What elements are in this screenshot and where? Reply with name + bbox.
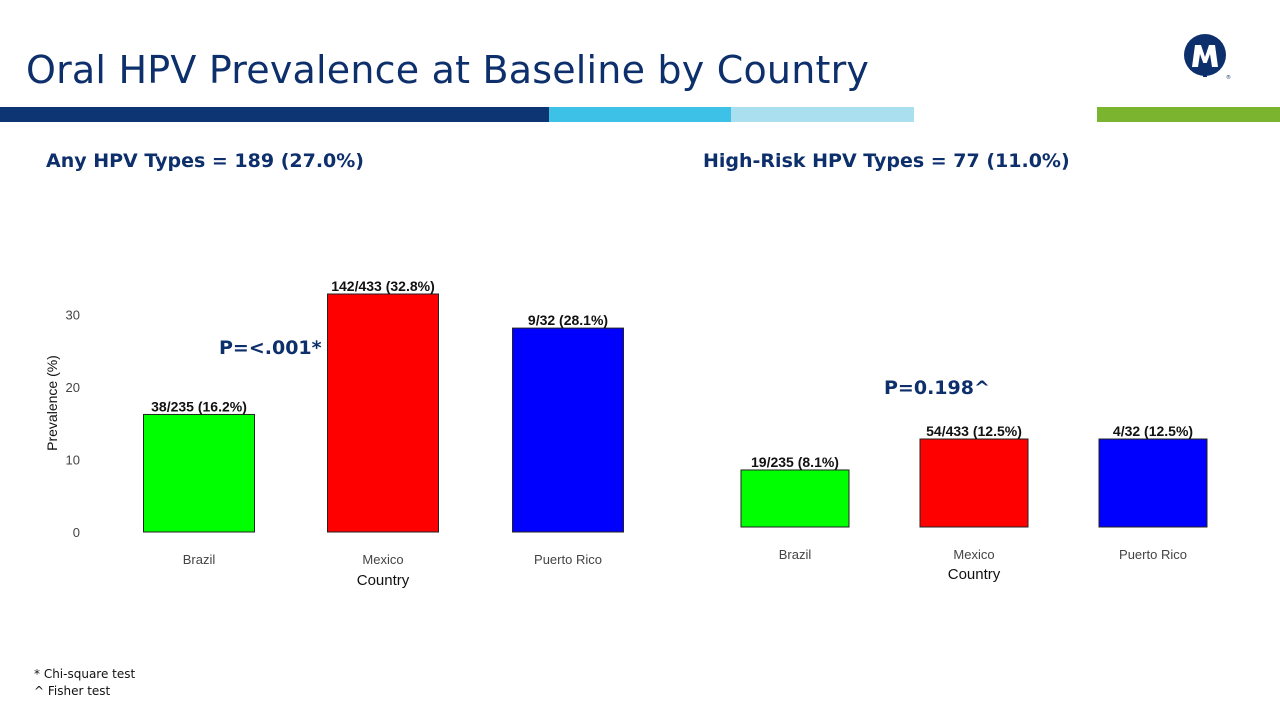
x-tick-label-mexico: Mexico	[362, 552, 403, 567]
data-label-brazil: 38/235 (16.2%)	[151, 398, 247, 414]
header-band-navy	[0, 107, 549, 122]
panel-heading-high-risk-hpv: High-Risk HPV Types = 77 (11.0%)	[703, 150, 1070, 172]
x-tick-label-brazil: Brazil	[779, 547, 812, 562]
m-monogram-logo-icon: ®	[1184, 34, 1231, 81]
data-label-puerto-rico: 9/32 (28.1%)	[528, 312, 608, 328]
header-band-cyan	[549, 107, 731, 122]
y-axis-label: Prevalence (%)	[44, 355, 60, 451]
data-label-brazil: 19/235 (8.1%)	[751, 454, 839, 470]
svg-text:®: ®	[1226, 74, 1231, 81]
y-tick-label-10: 10	[66, 452, 80, 467]
x-axis-label: Country	[948, 566, 1001, 583]
footnote-fisher: ^ Fisher test	[34, 684, 111, 698]
y-tick-label-0: 0	[73, 525, 80, 540]
y-tick-label-20: 20	[66, 380, 80, 395]
x-tick-label-mexico: Mexico	[953, 547, 994, 562]
bar-puerto-rico	[1098, 438, 1208, 528]
bar-mexico	[919, 438, 1029, 528]
bar-mexico	[327, 293, 439, 533]
data-label-mexico: 142/433 (32.8%)	[331, 278, 435, 294]
header-band-green	[1097, 107, 1280, 122]
p-value-high-risk-hpv: P=0.198^	[884, 377, 990, 399]
slide-title: Oral HPV Prevalence at Baseline by Count…	[26, 48, 870, 92]
bar-brazil	[143, 413, 255, 533]
bar-puerto-rico	[512, 327, 624, 533]
x-tick-label-puerto-rico: Puerto Rico	[534, 552, 602, 567]
x-tick-label-brazil: Brazil	[183, 552, 216, 567]
footnote-chi-square: * Chi-square test	[34, 667, 136, 681]
header-band-light-blue	[731, 107, 914, 122]
data-label-mexico: 54/433 (12.5%)	[926, 423, 1022, 439]
y-tick-label-30: 30	[66, 307, 80, 322]
data-label-puerto-rico: 4/32 (12.5%)	[1113, 423, 1193, 439]
x-tick-label-puerto-rico: Puerto Rico	[1119, 547, 1187, 562]
panel-heading-any-hpv: Any HPV Types = 189 (27.0%)	[46, 150, 364, 172]
bar-brazil	[740, 469, 850, 528]
p-value-any-hpv: P=<.001*	[219, 337, 322, 359]
x-axis-label: Country	[357, 572, 410, 589]
